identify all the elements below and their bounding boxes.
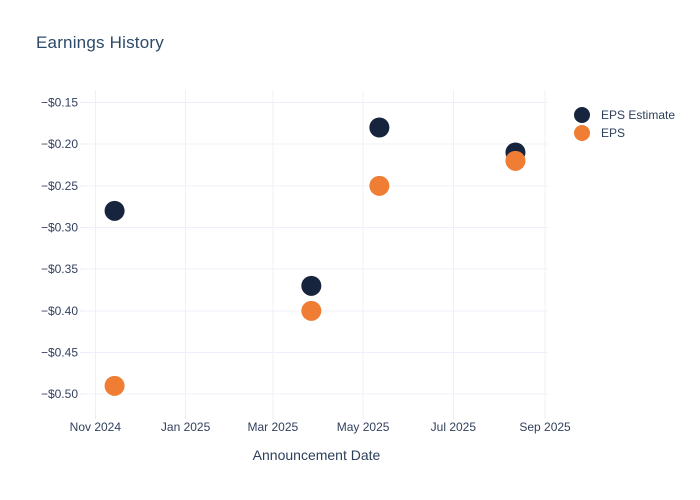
legend-swatch-eps-estimate-icon[interactable] <box>574 107 590 123</box>
x-tick-label: Jul 2025 <box>431 420 477 434</box>
x-tick-label: May 2025 <box>337 420 390 434</box>
legend-swatch-eps-icon[interactable] <box>574 125 590 141</box>
point-eps[interactable] <box>301 300 322 321</box>
y-tick-label: −$0.25 <box>41 179 78 193</box>
x-tick-label: Sep 2025 <box>519 420 571 434</box>
point-eps-estimate[interactable] <box>301 275 322 296</box>
chart-title: Earnings History <box>36 33 164 52</box>
y-tick-label: −$0.20 <box>41 137 78 151</box>
y-tick-label: −$0.50 <box>41 387 78 401</box>
x-tick-label: Nov 2024 <box>70 420 122 434</box>
y-tick-label: −$0.40 <box>41 304 78 318</box>
y-tick-label: −$0.35 <box>41 262 78 276</box>
point-eps-estimate[interactable] <box>369 117 390 138</box>
point-eps[interactable] <box>104 375 125 396</box>
y-tick-label: −$0.15 <box>41 96 78 110</box>
y-tick-label: −$0.30 <box>41 221 78 235</box>
point-eps[interactable] <box>505 150 526 171</box>
legend-item-eps[interactable]: EPS <box>601 126 625 140</box>
point-eps[interactable] <box>369 175 390 196</box>
y-tick-label: −$0.45 <box>41 346 78 360</box>
x-tick-label: Mar 2025 <box>248 420 299 434</box>
x-tick-label: Jan 2025 <box>161 420 211 434</box>
point-eps-estimate[interactable] <box>104 200 125 221</box>
legend-item-eps-estimate[interactable]: EPS Estimate <box>601 108 675 122</box>
x-axis-title: Announcement Date <box>252 447 381 463</box>
